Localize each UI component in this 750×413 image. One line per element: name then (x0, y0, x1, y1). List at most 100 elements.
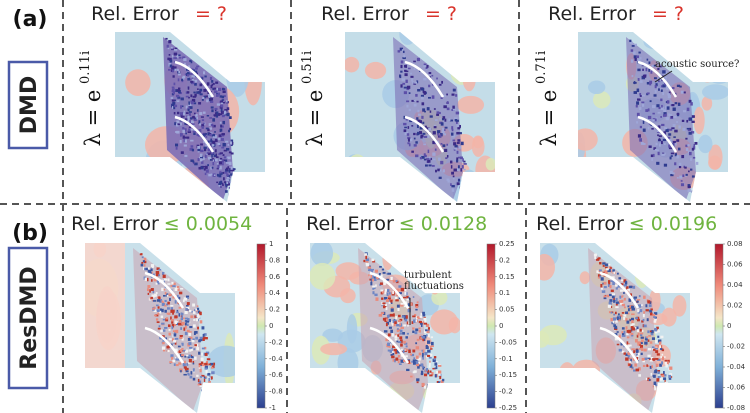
speckle (184, 154, 188, 157)
speckle (631, 45, 635, 47)
speckle (636, 121, 638, 124)
field-blob (540, 324, 567, 346)
speckle (382, 317, 387, 321)
speckle (197, 109, 199, 112)
speckle (420, 337, 424, 339)
speckle (434, 374, 437, 378)
speckle (209, 133, 212, 137)
speckle (415, 308, 418, 311)
speckle (649, 359, 653, 362)
speckle (673, 116, 677, 118)
speckle (637, 308, 640, 313)
speckle (232, 178, 236, 181)
speckle (158, 296, 161, 300)
field-blob (630, 257, 653, 273)
speckle (388, 318, 391, 323)
speckle (381, 268, 385, 271)
field-blob (672, 295, 687, 317)
speckle (670, 152, 675, 155)
speckle (205, 370, 208, 374)
speckle (203, 88, 207, 92)
speckle (178, 313, 181, 317)
colorbar-tick-label: 0.4 (269, 289, 281, 297)
speckle (400, 287, 405, 292)
speckle (227, 166, 229, 169)
speckle (664, 382, 668, 386)
speckle (431, 95, 435, 99)
speckle (232, 184, 236, 187)
speckle (142, 260, 145, 263)
speckle (668, 396, 671, 398)
speckle (400, 359, 404, 363)
speckle (442, 378, 445, 382)
speckle (226, 107, 230, 111)
speckle (680, 90, 685, 94)
speckle (662, 386, 667, 389)
speckle (646, 81, 650, 85)
speckle (427, 384, 431, 387)
speckle (639, 57, 642, 60)
speckle (181, 105, 184, 108)
speckle (186, 68, 189, 71)
speckle (150, 288, 154, 292)
annotation: fluctuations (404, 281, 464, 292)
speckle (640, 352, 643, 356)
speckle (656, 378, 660, 382)
speckle (152, 300, 157, 302)
speckle (171, 65, 175, 70)
speckle (197, 148, 201, 152)
speckle (454, 147, 458, 150)
colorbar-tick-label: 1 (269, 240, 273, 248)
speckle (419, 315, 423, 318)
speckle (415, 319, 418, 322)
speckle (217, 92, 221, 96)
speckle (402, 332, 405, 335)
field-blob (382, 248, 393, 271)
speckle (616, 285, 621, 288)
speckle (144, 277, 148, 281)
colorbar (256, 243, 266, 409)
speckle (660, 387, 664, 391)
flow-field (85, 243, 235, 413)
speckle (422, 349, 425, 353)
speckle (695, 178, 699, 182)
speckle (219, 113, 222, 116)
speckle (610, 270, 613, 273)
speckle (456, 124, 459, 128)
speckle (426, 127, 430, 131)
speckle (208, 391, 212, 394)
speckle (365, 263, 370, 267)
speckle (679, 85, 682, 88)
speckle (200, 357, 204, 361)
speckle (663, 374, 667, 377)
speckle (630, 49, 634, 52)
speckle (158, 274, 160, 277)
speckle (642, 314, 645, 318)
speckle (422, 339, 425, 342)
speckle (201, 363, 206, 367)
speckle (642, 74, 647, 78)
speckle (623, 279, 627, 283)
speckle (152, 264, 154, 269)
speckle (157, 312, 160, 316)
speckle (612, 321, 615, 324)
speckle (167, 307, 170, 310)
speckle (167, 47, 170, 50)
speckle (638, 295, 641, 298)
speckle (183, 58, 187, 61)
speckle (436, 113, 440, 116)
speckle (598, 257, 601, 260)
speckle (433, 108, 436, 110)
speckle (402, 349, 405, 354)
speckle (225, 159, 228, 162)
speckle (690, 131, 695, 134)
speckle (394, 359, 396, 363)
speckle (190, 315, 194, 319)
speckle (407, 308, 411, 313)
speckle (204, 172, 207, 176)
speckle (439, 384, 443, 388)
speckle (201, 160, 204, 164)
field-blob (578, 128, 598, 151)
speckle (633, 296, 638, 299)
